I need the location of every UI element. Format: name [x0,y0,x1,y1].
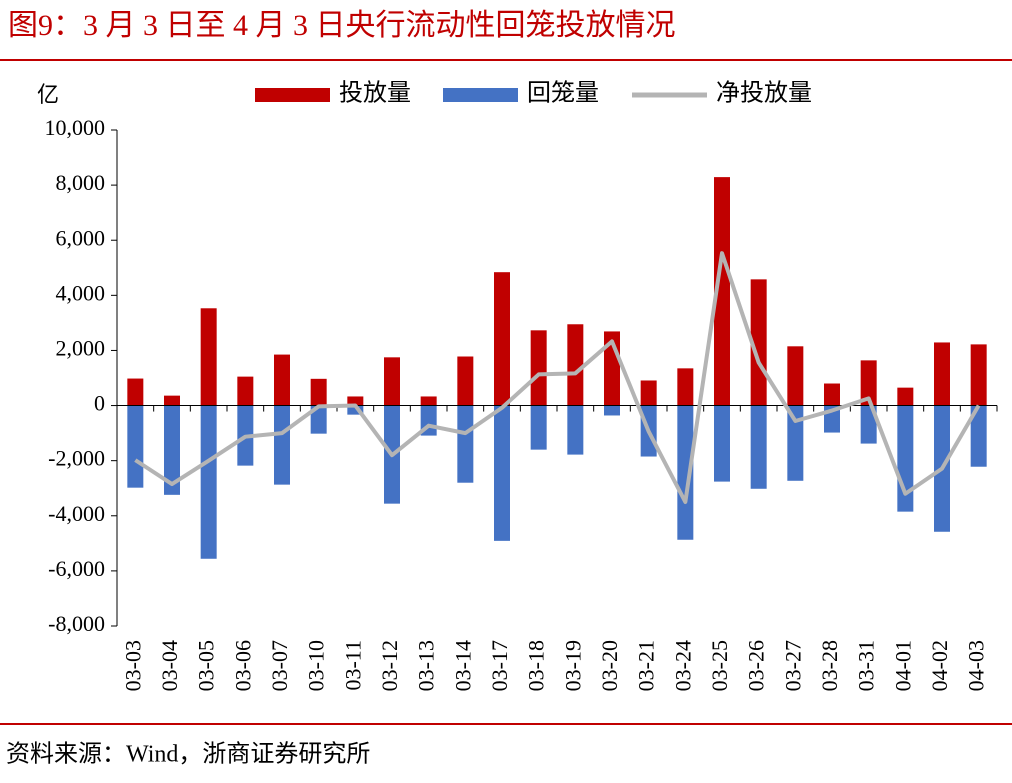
legend-label: 净投放量 [716,80,812,107]
bar [347,396,364,406]
bar [567,405,584,455]
bar [860,405,877,444]
bar [567,324,584,406]
bar [457,405,474,483]
bar [310,378,327,406]
bar [860,360,877,406]
y-label: 亿 [37,82,59,107]
bar [714,405,730,482]
source: 资料来源：Wind，浙商证券研究所 [6,741,370,768]
bar [200,308,217,406]
x-tick-label: 03-10 [304,640,329,691]
x-tick-label: 03-18 [524,640,549,691]
x-tick-label: 03-31 [854,640,879,691]
x-tick-label: 03-12 [377,640,402,691]
bar [677,405,694,540]
y-tick-label: 8,000 [56,170,106,195]
x-tick-label: 03-07 [267,640,292,691]
x-tick-label: 03-20 [597,640,622,691]
bar [127,405,144,488]
y-tick-label: 6,000 [56,225,106,250]
bar [677,368,694,406]
x-tick-label: 03-13 [414,640,439,691]
y-tick-label: 2,000 [56,335,106,360]
legend-swatch [443,88,518,102]
y-tick-label: -8,000 [48,611,105,636]
y-tick-label: 10,000 [45,115,106,140]
x-tick-label: 03-24 [670,640,695,691]
x-tick-label: 04-01 [890,640,915,691]
line [134,251,981,504]
bar [604,405,620,416]
x-tick-label: 03-03 [120,640,145,691]
y-tick-label: 0 [94,391,105,416]
bar [420,396,437,406]
bar [457,356,474,406]
x-tick-label: 03-11 [340,640,365,691]
bar [530,405,547,450]
x-tick-label: 03-21 [634,640,659,691]
legend-label: 投放量 [339,80,411,107]
y-tick-label: -4,000 [48,501,105,526]
chart-title: 图9：3 月 3 日至 4 月 3 日央行流动性回笼投放情况 [8,9,676,42]
x-tick-label: 04-02 [927,640,952,691]
bar [897,387,914,406]
bar [787,346,804,406]
bar [164,405,180,495]
y-tick-label: -6,000 [48,556,105,581]
bar [750,405,767,489]
x-tick-label: 03-06 [230,640,255,691]
bar [164,395,180,406]
x-tick-label: 03-19 [560,640,585,691]
bar [127,378,144,406]
bar [200,405,217,559]
x-tick-label: 03-04 [157,640,182,691]
bar [274,354,290,406]
bar [640,380,657,406]
bar [274,405,290,485]
bar [347,405,364,415]
bar [494,272,510,406]
bar [310,405,327,434]
legend-label: 回笼量 [527,80,599,107]
bar [787,405,804,481]
bar [530,330,547,406]
x-tick-label: 03-17 [487,640,512,691]
y-tick-label: -2,000 [48,446,105,471]
x-tick-label: 03-25 [707,640,732,691]
x-tick-label: 03-14 [450,640,475,691]
y-tick-label: 4,000 [56,280,106,305]
bar [714,177,730,406]
bar [824,383,840,406]
bar [384,357,400,406]
bar [237,376,254,406]
legend-swatch [255,88,330,102]
bar [970,405,987,467]
x-tick-label: 03-28 [817,640,842,691]
bar [750,279,767,406]
x-tick-label: 03-05 [194,640,219,691]
x-tick-label: 03-26 [744,640,769,691]
bar [494,405,510,541]
bar [934,342,950,406]
x-tick-label: 04-03 [964,640,989,691]
bar [970,344,987,406]
x-tick-label: 03-27 [780,640,805,691]
